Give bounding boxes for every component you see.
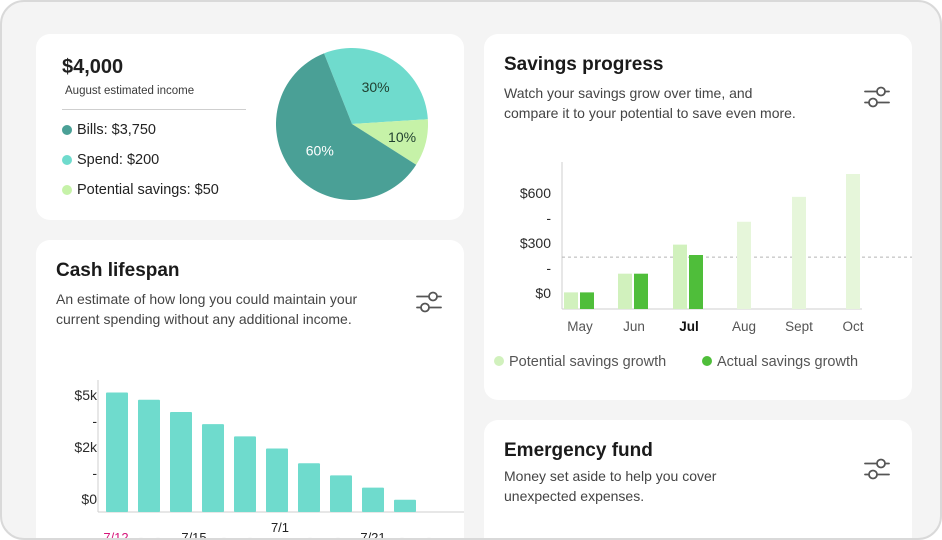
legend-potential-label: Potential savings: $50 (77, 182, 219, 198)
sliders-icon (416, 291, 442, 313)
legend-bills-label: Bills: $3,750 (77, 122, 156, 138)
cash-y-tick: - (92, 413, 97, 429)
legend-potential-dot (494, 356, 504, 366)
savings-bar-potential (737, 221, 751, 309)
cash-x-label: 7/21 (360, 530, 385, 540)
sliders-icon (864, 86, 890, 108)
legend-bills: Bills: $3,750 (62, 122, 156, 138)
savings-bar-potential (673, 244, 687, 309)
cash-bar (266, 448, 288, 512)
savings-description: Watch your savings grow over time, and c… (504, 85, 796, 121)
cash-bar (298, 463, 320, 512)
cash-bar (106, 392, 128, 512)
savings-x-label: Jun (623, 319, 645, 334)
savings-x-label: Oct (842, 319, 863, 334)
savings-x-label: Aug (732, 319, 756, 334)
savings-x-label: Jul (679, 319, 699, 334)
income-divider (62, 109, 246, 110)
pie-label-potential: 10% (388, 129, 416, 145)
income-pie-chart: 60% 30% 10% (276, 48, 428, 200)
savings-x-label: Sept (785, 319, 813, 334)
cash-x-label: - (139, 530, 143, 540)
emergency-title: Emergency fund (504, 440, 653, 461)
legend-actual-dot (702, 356, 712, 366)
spend-dot (62, 155, 72, 165)
cash-y-tick: $5k (74, 387, 98, 403)
savings-card: Savings progress Watch your savings grow… (484, 34, 912, 400)
savings-bar-chart: $600 - $300 - $0 May Jun Jul Aug Sept Oct Potential… (494, 162, 912, 370)
potential-dot (62, 185, 72, 195)
savings-bar-potential (792, 196, 806, 309)
legend-actual-label: Actual savings growth (717, 354, 858, 370)
cash-x-label: - (308, 530, 312, 540)
pie-slice-bills (276, 53, 417, 200)
sliders-icon (864, 458, 890, 480)
bills-dot (62, 125, 72, 135)
savings-y-tick: - (546, 210, 551, 226)
cash-x-label: 7/1 (271, 520, 289, 535)
savings-bar-actual (689, 255, 703, 309)
cash-y-tick: - (92, 465, 97, 481)
pie-slice-spend (324, 48, 428, 124)
savings-y-tick: - (546, 260, 551, 276)
income-subtitle: August estimated income (65, 85, 195, 97)
savings-x-label: May (567, 319, 593, 334)
pie-slice-potential (352, 119, 428, 165)
legend-spend: Spend: $200 (62, 152, 159, 168)
cash-bar (330, 475, 352, 512)
cash-x-label: - (156, 530, 160, 540)
cash-bar (234, 436, 256, 512)
cash-x-label: - (336, 530, 340, 540)
cash-description: An estimate of how long you could mainta… (56, 291, 358, 327)
cash-x-label: - (400, 530, 404, 540)
income-card: $4,000 August estimated income Bills: $3… (36, 34, 464, 220)
cash-y-tick: $2k (74, 439, 98, 455)
cash-y-tick: $0 (81, 491, 97, 507)
savings-y-tick: $600 (520, 185, 551, 201)
cash-x-label: - (248, 530, 252, 540)
cash-x-label: - (427, 530, 431, 540)
pie-label-spend: 30% (362, 79, 390, 95)
legend-potential: Potential savings: $50 (62, 182, 219, 198)
cash-title: Cash lifespan (56, 260, 180, 281)
cash-x-label: 7/15 (181, 530, 206, 540)
emergency-settings-button[interactable] (862, 454, 892, 484)
cash-x-label: - (222, 530, 226, 540)
cash-bar-chart: $5k - $2k - $0 7/12 - - 7/15 - - 7/1 - - 7/21 - - (74, 380, 464, 540)
savings-bar-actual (580, 292, 594, 309)
legend-potential-label: Potential savings growth (509, 354, 666, 370)
cash-bar (138, 399, 160, 512)
cash-card: Cash lifespan An estimate of how long yo… (36, 240, 464, 540)
savings-bar-actual (634, 273, 648, 309)
cash-settings-button[interactable] (414, 287, 444, 317)
cash-bar (394, 499, 416, 512)
cash-bar (362, 487, 384, 512)
cash-x-label: 7/12 (103, 530, 128, 540)
income-amount: $4,000 (62, 56, 124, 78)
emergency-card: Emergency fund Money set aside to help y… (484, 420, 912, 538)
savings-title: Savings progress (504, 54, 664, 75)
savings-bar-potential (846, 174, 860, 309)
savings-y-tick: $300 (520, 235, 551, 251)
pie-label-bills: 60% (306, 143, 334, 159)
savings-bar-potential (618, 273, 632, 309)
savings-bar-potential (564, 292, 578, 309)
cash-bar (202, 424, 224, 512)
cash-bar (170, 411, 192, 512)
savings-y-tick: $0 (535, 285, 551, 301)
legend-spend-label: Spend: $200 (77, 152, 160, 168)
emergency-description: Money set aside to help you cover unexpe… (504, 468, 717, 504)
savings-settings-button[interactable] (862, 82, 892, 112)
